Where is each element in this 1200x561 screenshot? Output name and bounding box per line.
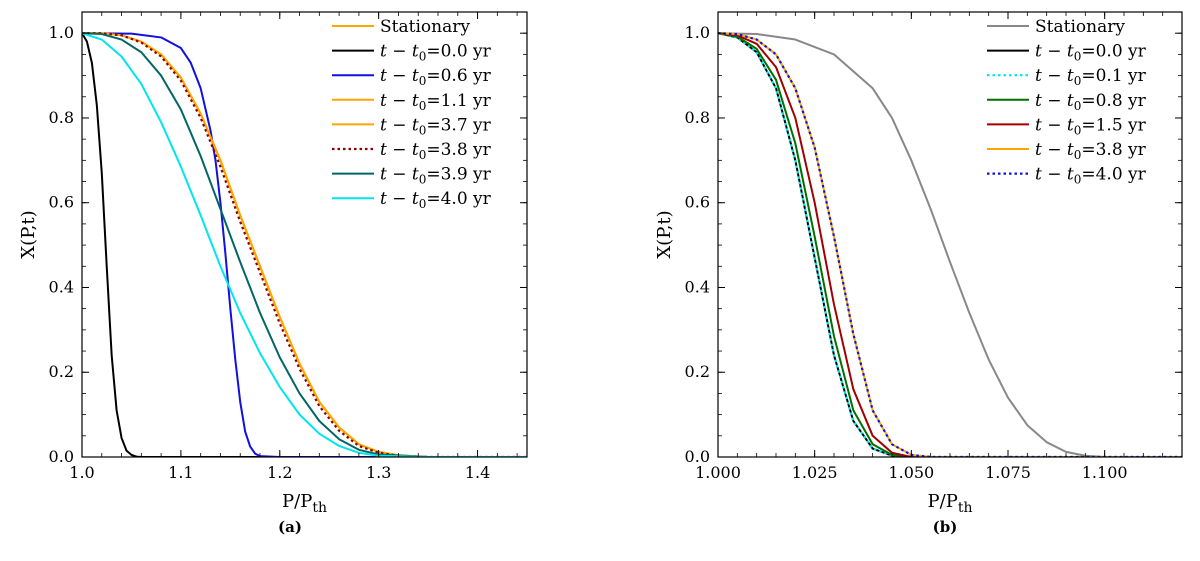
y-tick-label: 0.6 (49, 193, 74, 212)
x-tick-label: 1.000 (695, 463, 741, 482)
panel-b: 1.000 1.025 1.050 1.075 1.1000.00.20.40.60.8… (654, 11, 1183, 536)
legend-prefix: t − t (380, 42, 419, 62)
legend-entry-2: t − t0=0.1 yr (1035, 66, 1147, 88)
legend-prefix: t − t (380, 91, 419, 111)
legend-value: =0.1 yr (1081, 66, 1146, 86)
x-tick-label: 1.025 (792, 463, 838, 482)
legend-subscript: 0 (419, 148, 427, 162)
series-line-0 (718, 32, 1182, 457)
legend-entry-3: t − t0=0.8 yr (1035, 91, 1147, 113)
legend-prefix: t − t (1035, 66, 1074, 86)
x-tick-label: 1.100 (1082, 463, 1128, 482)
y-tick-label: 1.0 (685, 23, 710, 42)
legend-entry-5: t − t0=3.8 yr (380, 140, 492, 162)
x-axis-label: P/Pth (928, 491, 973, 516)
legend-value: =3.9 yr (426, 165, 491, 185)
legend-value: =0.6 yr (426, 66, 491, 86)
legend-subscript: 0 (1074, 148, 1082, 162)
legend-subscript: 0 (1074, 50, 1082, 64)
y-tick-label: 0.0 (49, 447, 74, 466)
x-tick-label: 1.2 (267, 463, 292, 482)
legend-entry-5: t − t0=3.8 yr (1035, 140, 1147, 162)
legend-prefix: t − t (1035, 42, 1074, 62)
legend-value: =1.1 yr (426, 91, 491, 111)
legend-subscript: 0 (419, 74, 427, 88)
legend-subscript: 0 (419, 99, 427, 113)
legend-prefix: t − t (380, 189, 419, 209)
x-tick-label: 1.3 (366, 463, 391, 482)
series-line-1 (82, 32, 527, 457)
x-axis-label-subscript: th (312, 500, 327, 516)
legend-entry-7: t − t0=4.0 yr (380, 189, 492, 211)
legend-value: =0.0 yr (426, 42, 491, 62)
panel-caption: (b) (933, 518, 958, 536)
legend-entry-0: Stationary (1035, 17, 1125, 37)
y-tick-label: 0.8 (685, 108, 710, 127)
legend-subscript: 0 (419, 50, 427, 64)
legend-entry-3: t − t0=1.1 yr (380, 91, 492, 113)
legend-prefix: t − t (1035, 91, 1074, 111)
legend-subscript: 0 (419, 173, 427, 187)
y-tick-label: 1.0 (49, 23, 74, 42)
legend-subscript: 0 (419, 123, 427, 137)
series-line-4 (718, 32, 1182, 457)
legend-subscript: 0 (1074, 99, 1082, 113)
x-tick-label: 1.1 (168, 463, 193, 482)
legend-subscript: 0 (1074, 74, 1082, 88)
legend-prefix: t − t (380, 115, 419, 135)
y-tick-label: 0.6 (685, 193, 710, 212)
y-tick-label: 0.0 (685, 447, 710, 466)
legend-value: =1.5 yr (1081, 115, 1146, 135)
legend-subscript: 0 (419, 197, 427, 211)
series-lines (718, 32, 1182, 457)
y-tick-label: 0.2 (49, 362, 74, 381)
legend-entry-2: t − t0=0.6 yr (380, 66, 492, 88)
legend-value: =0.8 yr (1081, 91, 1146, 111)
x-axis-label-subscript: th (958, 500, 973, 516)
legend-value: =0.0 yr (1081, 42, 1146, 62)
legend-entry-6: t − t0=4.0 yr (1035, 165, 1147, 187)
x-tick-label: 1.4 (465, 463, 490, 482)
legend-value: =3.8 yr (1081, 140, 1146, 160)
y-axis-label: X(P,t) (654, 210, 675, 258)
legend-entry-1: t − t0=0.0 yr (380, 42, 492, 64)
panel-a: 1.0 1.1 1.2 1.3 1.4 0.0 0.2 0.4 0.6 0.8 1.0 P/Pth X(… (18, 11, 528, 536)
y-axis-label: X(P,t) (18, 210, 39, 258)
legend-prefix: t − t (1035, 140, 1074, 160)
legend-prefix: t − t (380, 165, 419, 185)
legend-prefix: t − t (1035, 115, 1074, 135)
legend-entry-0: Stationary (380, 17, 470, 37)
y-tick-label: 0.4 (685, 277, 710, 296)
legend-value: =3.7 yr (426, 115, 491, 135)
x-tick-label: 1.050 (888, 463, 934, 482)
series-line-3 (718, 32, 1182, 457)
y-tick-label: 0.8 (49, 108, 74, 127)
legend-prefix: t − t (1035, 165, 1074, 185)
legend-entry-4: t − t0=3.7 yr (380, 115, 492, 137)
series-line-2 (82, 32, 527, 457)
y-tick-label: 0.4 (49, 277, 74, 296)
legend-prefix: t − t (380, 66, 419, 86)
legend-entry-6: t − t0=3.9 yr (380, 165, 492, 187)
legend-value: =3.8 yr (426, 140, 491, 160)
x-tick-label: 1.0 (69, 463, 94, 482)
legend-value: =4.0 yr (1081, 165, 1146, 185)
legend-prefix: t − t (380, 140, 419, 160)
legend-entry-1: t − t0=0.0 yr (1035, 42, 1147, 64)
x-axis-label: P/Pth (282, 491, 327, 516)
legend-entry-4: t − t0=1.5 yr (1035, 115, 1147, 137)
plot-frame (81, 11, 528, 458)
legend-value: =4.0 yr (426, 189, 491, 209)
y-tick-label: 0.2 (685, 362, 710, 381)
x-tick-label: 1.075 (985, 463, 1031, 482)
panel-caption: (a) (278, 518, 302, 536)
legend-subscript: 0 (1074, 173, 1082, 187)
legend-subscript: 0 (1074, 123, 1082, 137)
